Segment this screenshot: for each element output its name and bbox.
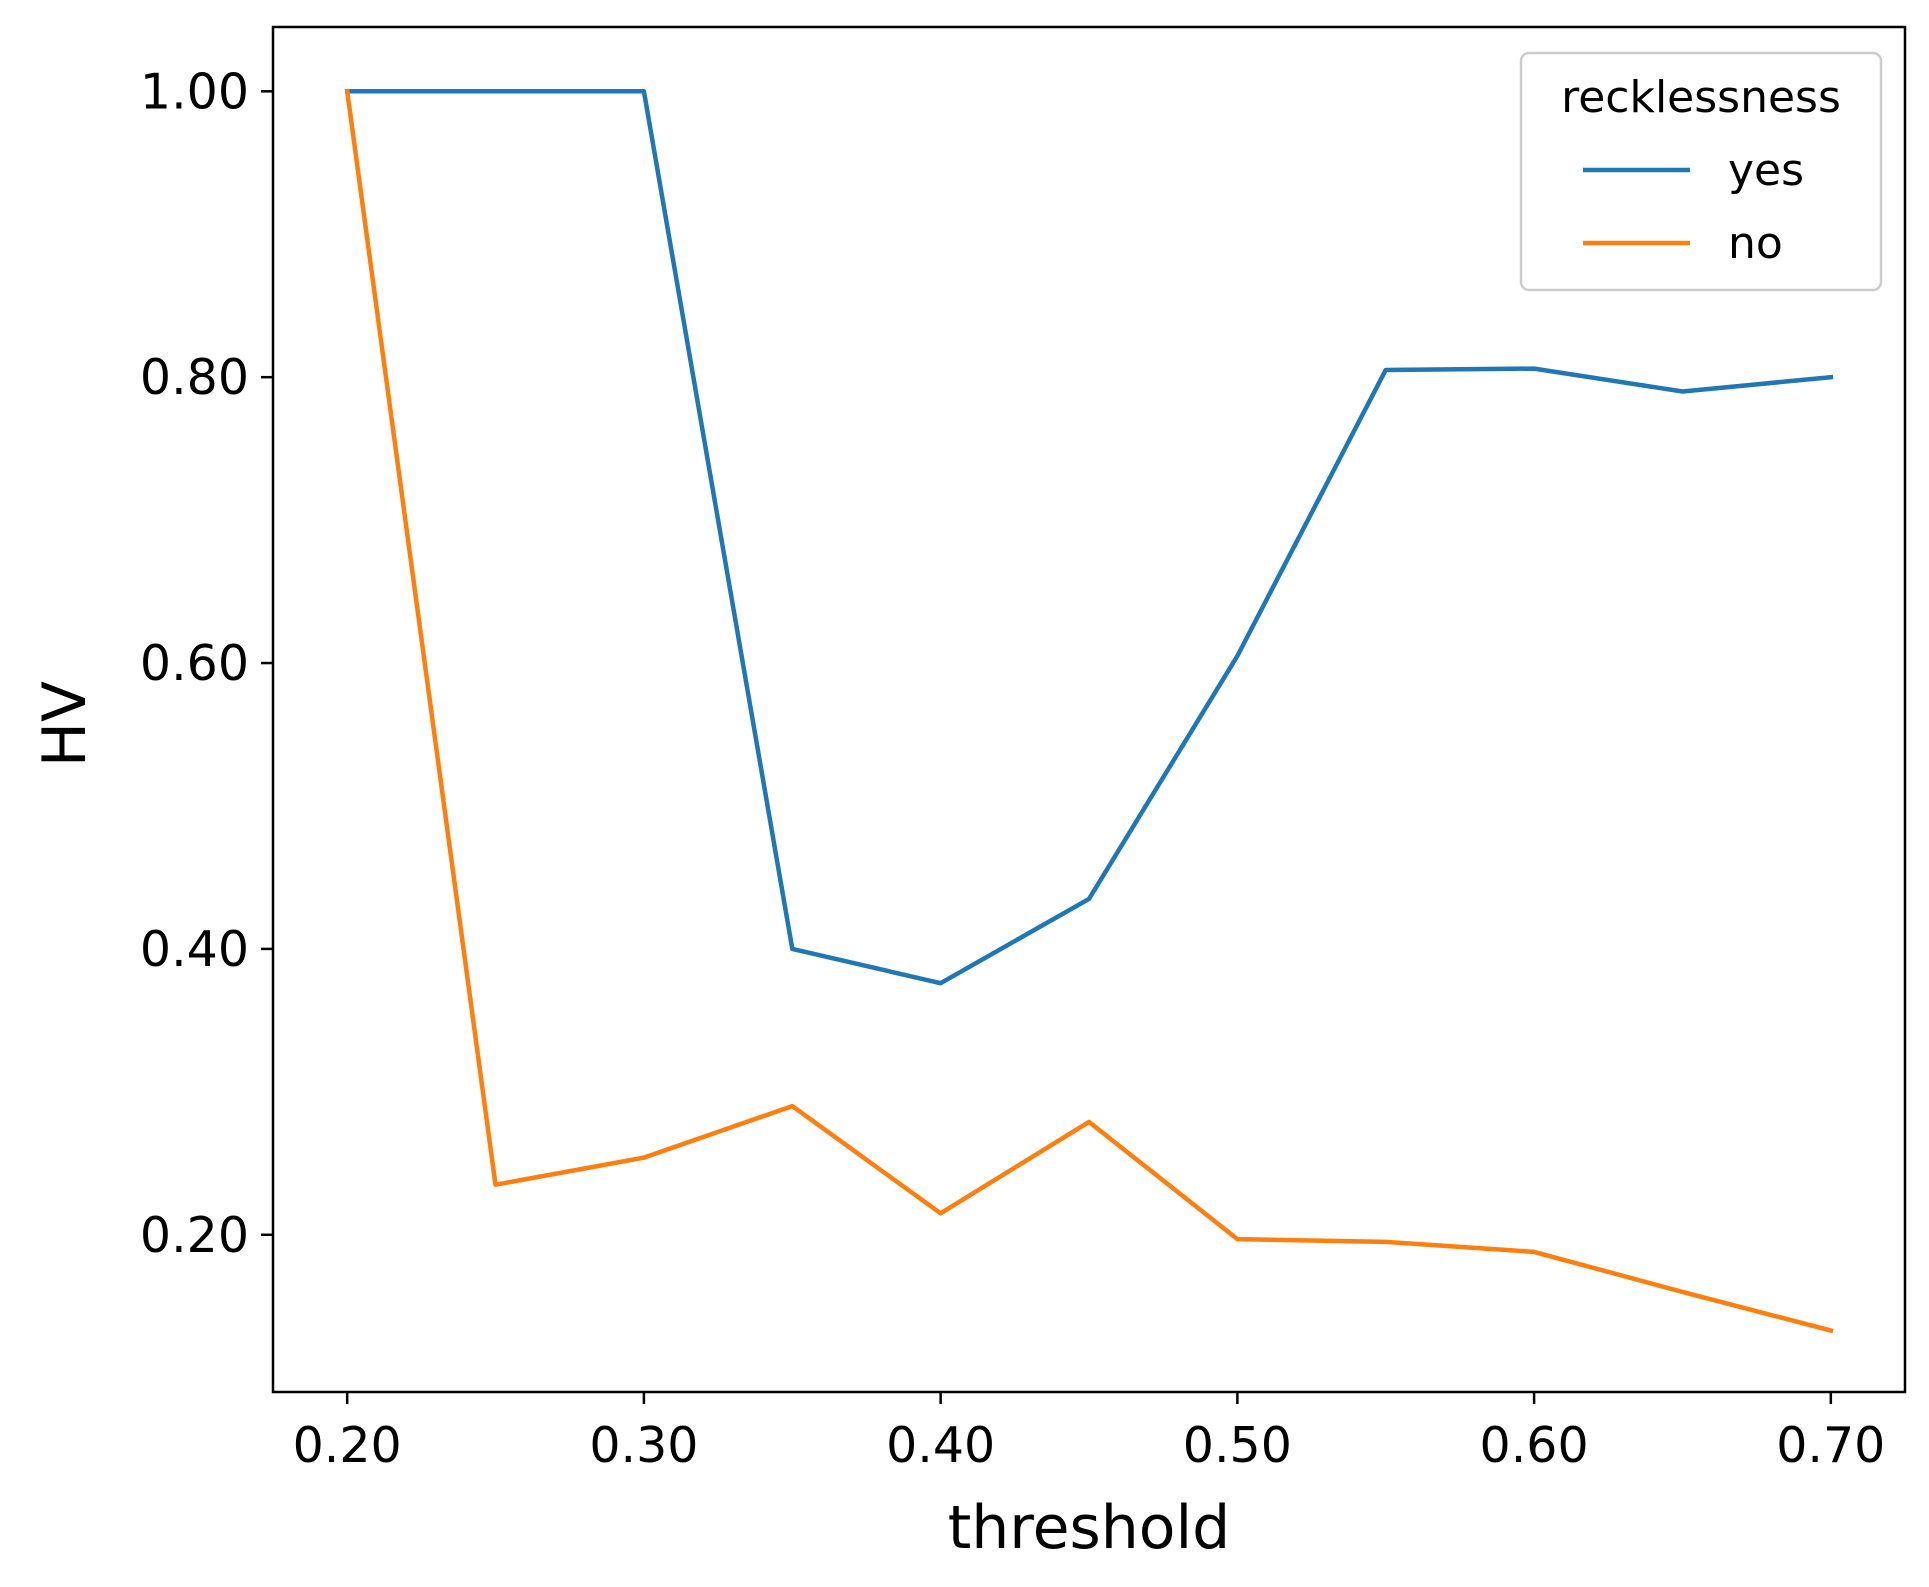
legend: recklessness yes no (1519, 51, 1883, 292)
x-tick-label: 0.20 (293, 1417, 402, 1474)
y-axis-title: HV (30, 681, 100, 767)
x-tick-label: 0.30 (589, 1417, 698, 1474)
x-tick-label: 0.50 (1183, 1417, 1292, 1474)
y-tick-label: 1.00 (140, 63, 249, 120)
series-line-yes (344, 89, 1834, 986)
legend-box (1519, 51, 1883, 292)
y-tick-label: 0.80 (140, 349, 249, 406)
y-tick-label: 0.40 (140, 921, 249, 978)
legend-label-yes: yes (1728, 145, 1804, 196)
series-line-no (344, 88, 1834, 1334)
x-tick-label: 0.70 (1776, 1417, 1885, 1474)
x-axis-title: threshold (948, 1493, 1231, 1563)
series-layer (344, 88, 1834, 1334)
legend-items: yes no (1583, 145, 1804, 269)
legend-label-no: no (1728, 218, 1783, 269)
x-tick-label: 0.40 (886, 1417, 995, 1474)
y-tick-label: 0.60 (140, 635, 249, 692)
y-axis: 0.20 0.40 0.60 0.80 1.00 (140, 63, 273, 1264)
x-axis: 0.20 0.30 0.40 0.50 0.60 0.70 (293, 1392, 1885, 1474)
y-tick-label: 0.20 (140, 1207, 249, 1264)
x-tick-label: 0.60 (1480, 1417, 1589, 1474)
plot-frame (271, 25, 1907, 1394)
legend-title: recklessness (1561, 72, 1841, 123)
